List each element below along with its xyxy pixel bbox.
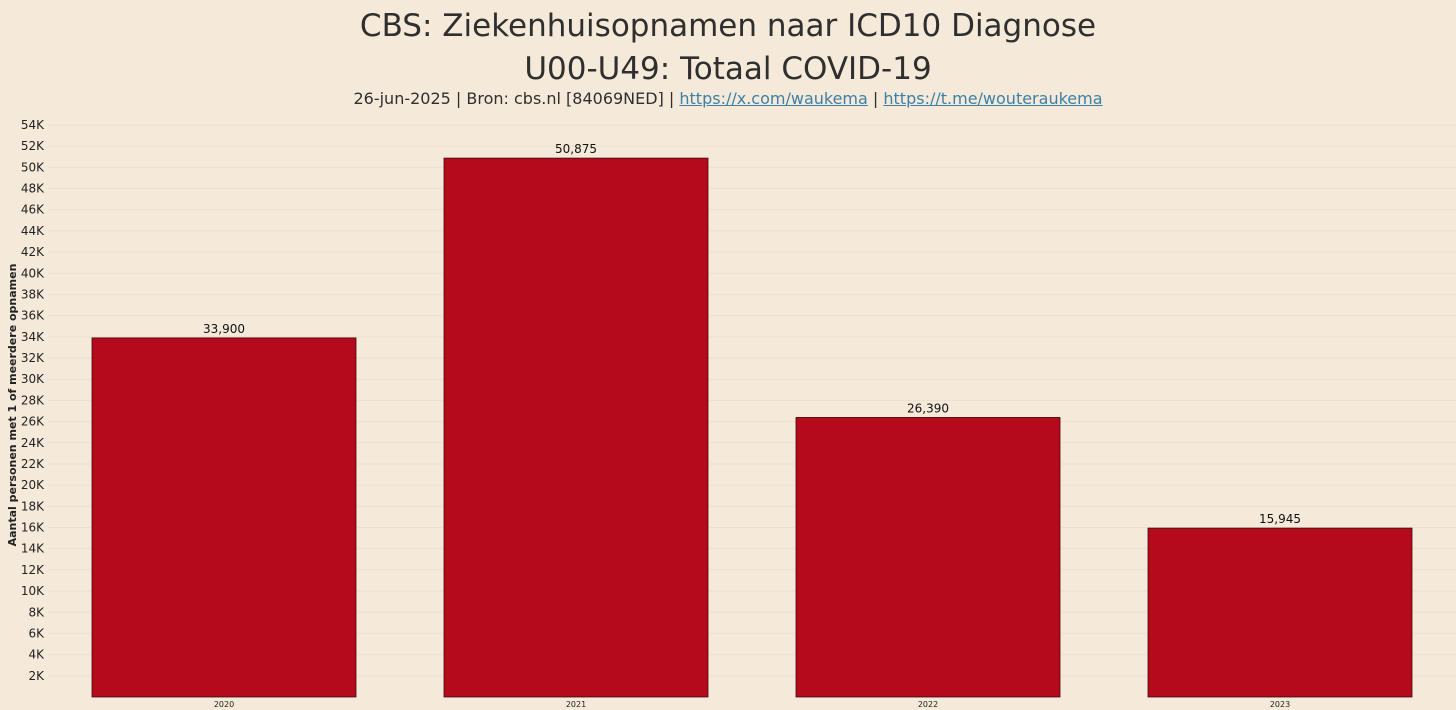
data-label: 15,945 [1259,512,1301,526]
y-tick-label: 36K [21,309,45,323]
chart-title-line-1: CBS: Ziekenhuisopnamen naar ICD10 Diagno… [359,8,1097,44]
bar-2021 [443,157,709,698]
subtitle-separator: | [867,89,884,108]
y-tick-label: 24K [21,436,45,450]
chart-title-line-2: U00-U49: Totaal COVID-19 [524,51,932,87]
x-axis: 2020 2021 2022 2023 [214,700,1290,709]
y-tick-label: 32K [21,351,45,365]
y-tick-label: 10K [21,584,45,598]
y-tick-label: 14K [21,542,45,556]
y-tick-label: 50K [21,160,45,174]
bar-2020 [91,337,357,698]
data-label: 26,390 [907,401,949,415]
x-tick-label: 2021 [566,700,586,709]
y-tick-label: 38K [21,287,45,301]
y-tick-label: 16K [21,521,45,535]
telegram-link[interactable]: https://t.me/wouteraukema [883,89,1103,108]
y-tick-label: 42K [21,245,45,259]
y-tick-label: 26K [21,415,45,429]
y-tick-label: 4K [28,648,45,662]
y-tick-label: 28K [21,393,45,407]
y-tick-label: 52K [21,139,45,153]
y-tick-label: 40K [21,266,45,280]
x-tick-label: 2023 [1270,700,1290,709]
x-tick-label: 2020 [214,700,234,709]
y-tick-label: 46K [21,203,45,217]
y-tick-label: 8K [28,605,45,619]
y-tick-label: 18K [21,499,45,513]
bar-2022 [795,417,1061,698]
y-tick-label: 34K [21,330,45,344]
y-axis: 2K 4K 6K 8K 10K 12K 14K 16K 18K 20K 22K 24K 26K 28K 30… [21,118,45,683]
chart-subtitle: 26-jun-2025 | Bron: cbs.nl [84069NED] | … [0,88,1456,110]
y-tick-label: 6K [28,626,45,640]
bar-2023 [1147,527,1413,698]
y-tick-label: 30K [21,372,45,386]
y-tick-label: 12K [21,563,45,577]
y-tick-label: 44K [21,224,45,238]
y-tick-label: 54K [21,118,45,132]
subtitle-source-text: 26-jun-2025 | Bron: cbs.nl [84069NED] | [353,89,680,108]
y-tick-label: 22K [21,457,45,471]
y-tick-label: 48K [21,182,45,196]
y-axis-label: Aantal personen met 1 of meerdere opname… [6,264,19,547]
y-tick-label: 20K [21,478,45,492]
data-label: 33,900 [203,322,245,336]
bars: 33,900 50,875 26,390 15,945 [91,142,1413,698]
y-tick-label: 2K [28,669,45,683]
data-label: 50,875 [555,142,597,156]
x-tick-label: 2022 [918,700,938,709]
x-profile-link[interactable]: https://x.com/waukema [679,89,868,108]
